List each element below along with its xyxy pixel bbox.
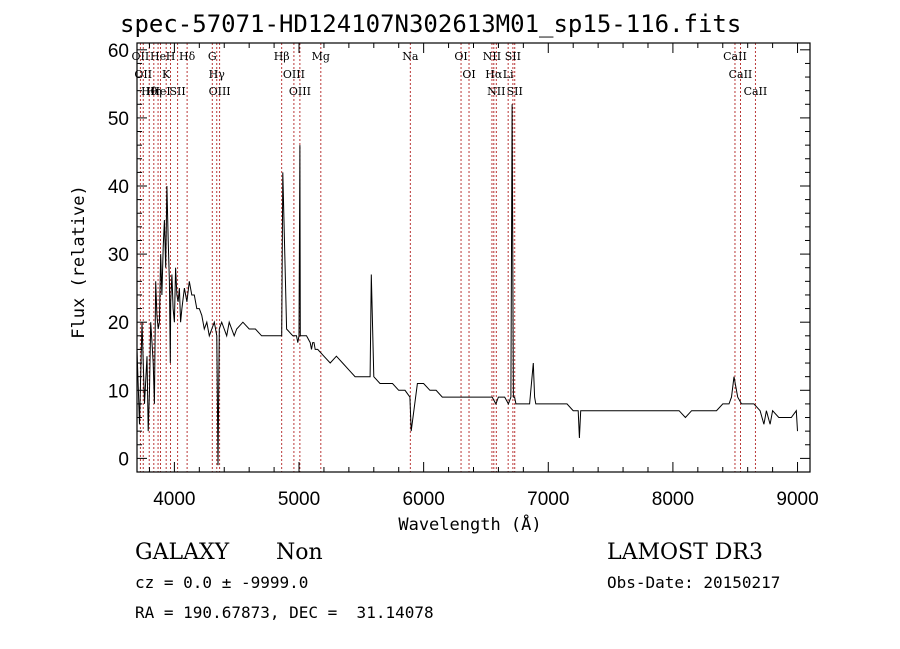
line-label-15: OIII — [289, 85, 311, 98]
x-tick-label-1: 5000 — [278, 489, 320, 510]
x-tick-label-0: 4000 — [153, 489, 195, 510]
y-tick-label-2: 20 — [108, 313, 129, 334]
line-label-6: K — [162, 68, 171, 81]
line-label-10: G — [208, 50, 217, 63]
line-label-26: CaII — [723, 50, 747, 63]
line-label-1: OII — [134, 68, 152, 81]
line-label-4: He — [150, 50, 166, 63]
line-label-14: OIII — [283, 68, 305, 81]
y-tick-label-6: 60 — [108, 41, 129, 62]
observation-date: Obs-Date: 20150217 — [607, 573, 781, 592]
y-axis-ticks: 0 10 20 30 40 50 60 — [108, 41, 810, 470]
line-label-11: Hγ — [209, 68, 226, 81]
line-label-18: OI — [454, 50, 467, 63]
x-tick-label-3: 7000 — [527, 489, 569, 510]
line-label-23: Li — [503, 68, 514, 81]
line-label-20: NII — [483, 50, 501, 63]
line-label-24: SII — [505, 50, 521, 63]
line-label-17: Na — [402, 50, 419, 63]
plot-frame — [136, 42, 811, 473]
line-label-25: SII — [507, 85, 523, 98]
x-axis-ticks: 4000 5000 6000 7000 8000 9000 — [148, 43, 819, 510]
y-tick-label-1: 10 — [108, 381, 129, 402]
x-tick-label-4: 8000 — [652, 489, 694, 510]
line-markers — [139, 43, 756, 472]
y-tick-label-0: 0 — [118, 449, 129, 470]
line-label-8: SII — [170, 85, 186, 98]
y-axis-label: Flux (relative) — [69, 185, 89, 339]
line-label-12: OIII — [209, 85, 231, 98]
line-label-0: OII — [132, 50, 150, 63]
y-tick-label-5: 50 — [108, 109, 129, 130]
line-label-21: Hα — [485, 68, 503, 81]
object-class: GALAXY — [135, 540, 230, 565]
y-tick-label-4: 40 — [108, 177, 129, 198]
line-label-7: H — [166, 50, 176, 63]
coordinates-readout: RA = 190.67873, DEC = 31.14078 — [135, 603, 434, 622]
line-label-3: Hη — [146, 85, 162, 98]
line-label-22: NII — [487, 85, 505, 98]
redshift-readout: cz = 0.0 ± -9999.0 — [135, 573, 309, 592]
line-label-16: Mg — [312, 50, 330, 63]
object-subclass: Non — [276, 540, 323, 565]
line-label-9: Hδ — [179, 50, 196, 63]
x-axis-label: Wavelength (Å) — [398, 513, 541, 535]
y-tick-label-3: 30 — [108, 245, 129, 266]
survey-name: LAMOST DR3 — [607, 540, 763, 565]
line-label-27: CaII — [729, 68, 753, 81]
x-tick-label-2: 6000 — [403, 489, 445, 510]
line-label-28: CaII — [744, 85, 768, 98]
line-label-2: Hθ — [141, 85, 158, 98]
spectrum-line — [136, 104, 798, 466]
x-tick-label-5: 9000 — [776, 489, 818, 510]
line-label-19: OI — [462, 68, 475, 81]
chart-title: spec-57071-HD124107N302613M01_sp15-116.f… — [120, 10, 742, 38]
line-label-13: Hβ — [274, 50, 290, 63]
line-label-5: HeI — [150, 85, 170, 98]
